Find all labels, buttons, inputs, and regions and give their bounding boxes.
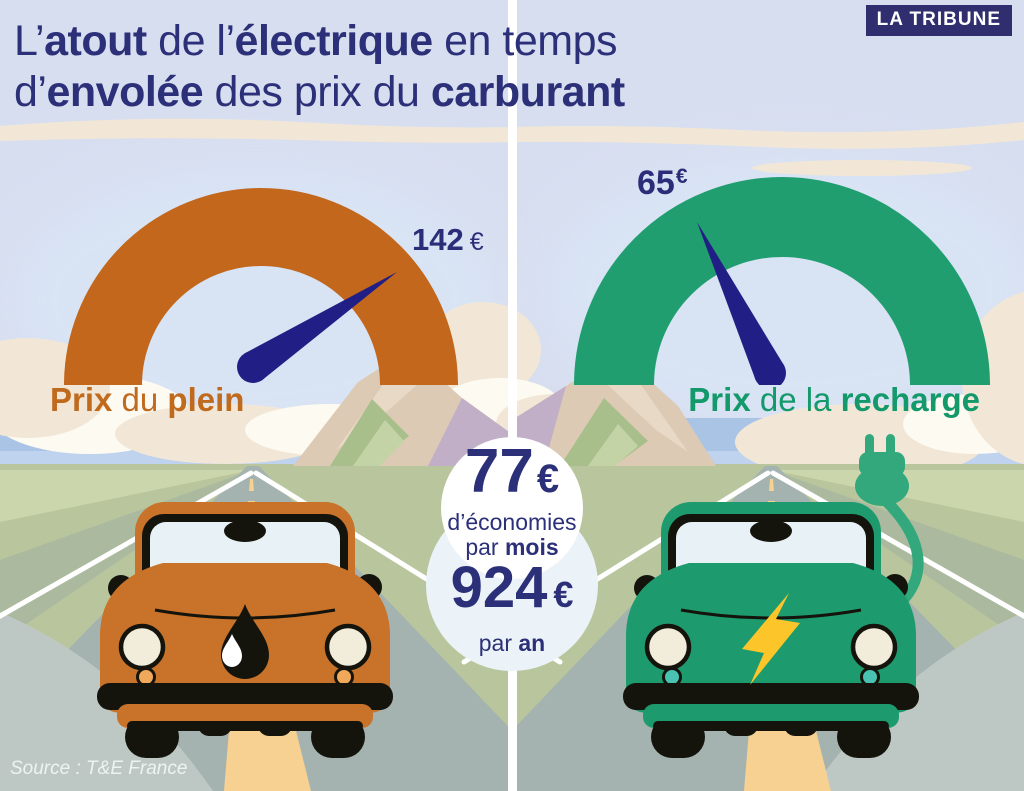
- fuel-price-number: 142: [412, 222, 464, 257]
- fuel-price-value: 142 €: [412, 222, 484, 258]
- rearview-mirror: [224, 520, 266, 542]
- fuel-gauge-label: Prix du plein: [50, 381, 245, 418]
- title-line-1: L’atout de l’électrique en temps: [14, 17, 618, 65]
- electric-gauge: [574, 177, 990, 385]
- yearly-savings: 924 € par an: [450, 555, 574, 656]
- electric-car: [623, 434, 924, 758]
- monthly-savings-value: 77: [464, 437, 534, 506]
- rearview-mirror: [750, 520, 792, 542]
- electric-gauge-arc: [574, 177, 990, 385]
- monthly-savings: 77€ d’économies par mois: [432, 441, 592, 560]
- monthly-savings-circle: [441, 437, 583, 579]
- source-credit: Source : T&E France: [10, 758, 188, 779]
- oil-drop-icon: [221, 604, 269, 679]
- yearly-savings-value: 924: [450, 555, 548, 620]
- euro-sign: €: [553, 574, 574, 615]
- monthly-savings-caption: d’économies: [447, 509, 577, 535]
- electric-price-number: 65: [637, 164, 675, 202]
- fuel-price-unit: €: [469, 228, 484, 256]
- lightning-icon: [742, 593, 800, 685]
- electric-price-value: 65€: [637, 164, 688, 203]
- headlight: [118, 623, 166, 671]
- headlight: [644, 623, 692, 671]
- electric-gauge-label: Prix de la recharge: [688, 381, 980, 418]
- fuel-gauge: [64, 188, 458, 386]
- title-line-2: d’envolée des prix du carburant: [14, 68, 625, 116]
- euro-sign: €: [536, 457, 560, 501]
- page-title: L’atout de l’électrique en temps d’envol…: [14, 16, 625, 118]
- fuel-gauge-arc: [64, 188, 458, 386]
- electric-gauge-needle: [697, 222, 786, 385]
- la-tribune-logo: LA TRIBUNE: [865, 5, 1012, 36]
- fuel-car: [97, 502, 393, 758]
- headlight: [324, 623, 372, 671]
- fuel-gauge-needle: [237, 272, 397, 383]
- electric-price-unit: €: [675, 165, 688, 188]
- panel-divider: [508, 0, 517, 791]
- headlight: [850, 623, 898, 671]
